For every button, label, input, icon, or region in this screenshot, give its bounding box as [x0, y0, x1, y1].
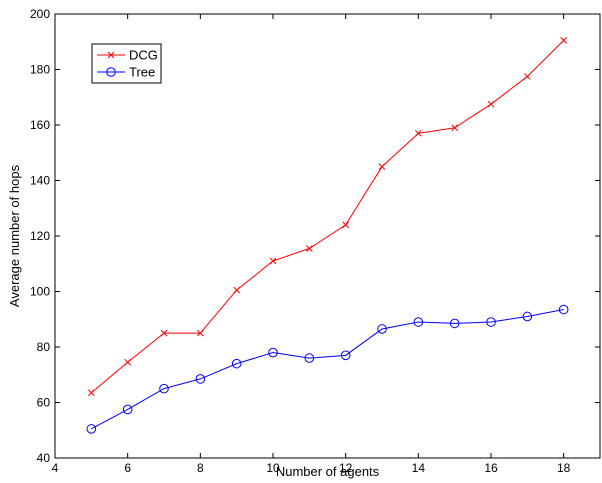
legend-label: Tree: [129, 65, 155, 80]
legend: DCG Tree: [91, 43, 162, 84]
legend-label: DCG: [129, 48, 158, 63]
y-tick-label: 200: [30, 7, 50, 21]
tree-point: [86, 424, 97, 434]
y-tick-label: 40: [37, 451, 51, 465]
series-tree: [86, 304, 569, 434]
x-tick-label: 12: [339, 461, 353, 475]
dcg-line: [91, 40, 565, 394]
dcg-point: [269, 257, 277, 265]
y-tick-label: 80: [37, 340, 51, 354]
x-axis-title: Number of agents: [276, 464, 380, 479]
legend-item-tree: Tree: [97, 65, 155, 80]
x-tick-label: 10: [266, 461, 280, 475]
dcg-point: [124, 358, 132, 366]
tree-point: [558, 304, 569, 315]
series-dcg: [87, 37, 568, 397]
y-tick-label: 160: [30, 118, 50, 132]
y-axis-title: Average number of hops: [7, 164, 22, 307]
dcg-point: [378, 163, 386, 170]
dcg-point: [451, 124, 459, 132]
dcg-point: [342, 221, 350, 229]
dcg-point: [87, 389, 95, 397]
y-tick-label: 140: [30, 174, 50, 188]
dcg-point: [560, 37, 568, 44]
tree-point: [304, 353, 315, 363]
dcg-point: [196, 329, 204, 337]
legend-marker: [106, 67, 116, 77]
dcg-point: [233, 286, 241, 294]
tree-point: [159, 383, 169, 394]
x-tick-label: 18: [557, 461, 571, 475]
tree-point: [449, 318, 460, 329]
y-tick-label: 120: [30, 229, 50, 243]
dcg-point: [414, 129, 422, 137]
tree-point: [522, 311, 533, 322]
dcg-point: [305, 245, 313, 252]
dcg-point: [523, 73, 531, 80]
tree-point: [413, 317, 424, 327]
dcg-point: [487, 100, 495, 108]
tree-point: [340, 350, 351, 361]
tree-point: [195, 374, 206, 384]
legend-box: [91, 43, 162, 84]
legend-item-dcg: DCG: [97, 48, 158, 63]
dcg-point: [160, 329, 168, 337]
tree-point: [122, 404, 133, 415]
series-layer: [86, 37, 569, 434]
x-tick-label: 4: [52, 461, 59, 475]
tree-point: [377, 324, 387, 334]
x-tick-label: 16: [484, 461, 498, 475]
y-tick-label: 60: [37, 396, 51, 410]
x-tick-label: 8: [197, 461, 204, 475]
x-tick-label: 6: [124, 461, 131, 475]
axis-ticks: 4 6 8 10 12 14 16 18 40 60 80 100 120 140 160 180 200: [30, 7, 600, 475]
tree-point: [268, 347, 278, 358]
legend-marker: [107, 51, 115, 59]
tree-point: [486, 317, 496, 327]
y-tick-label: 180: [30, 63, 50, 77]
tree-point: [231, 358, 242, 369]
y-tick-label: 100: [30, 285, 50, 299]
x-tick-label: 14: [412, 461, 426, 475]
tree-line: [91, 309, 564, 430]
